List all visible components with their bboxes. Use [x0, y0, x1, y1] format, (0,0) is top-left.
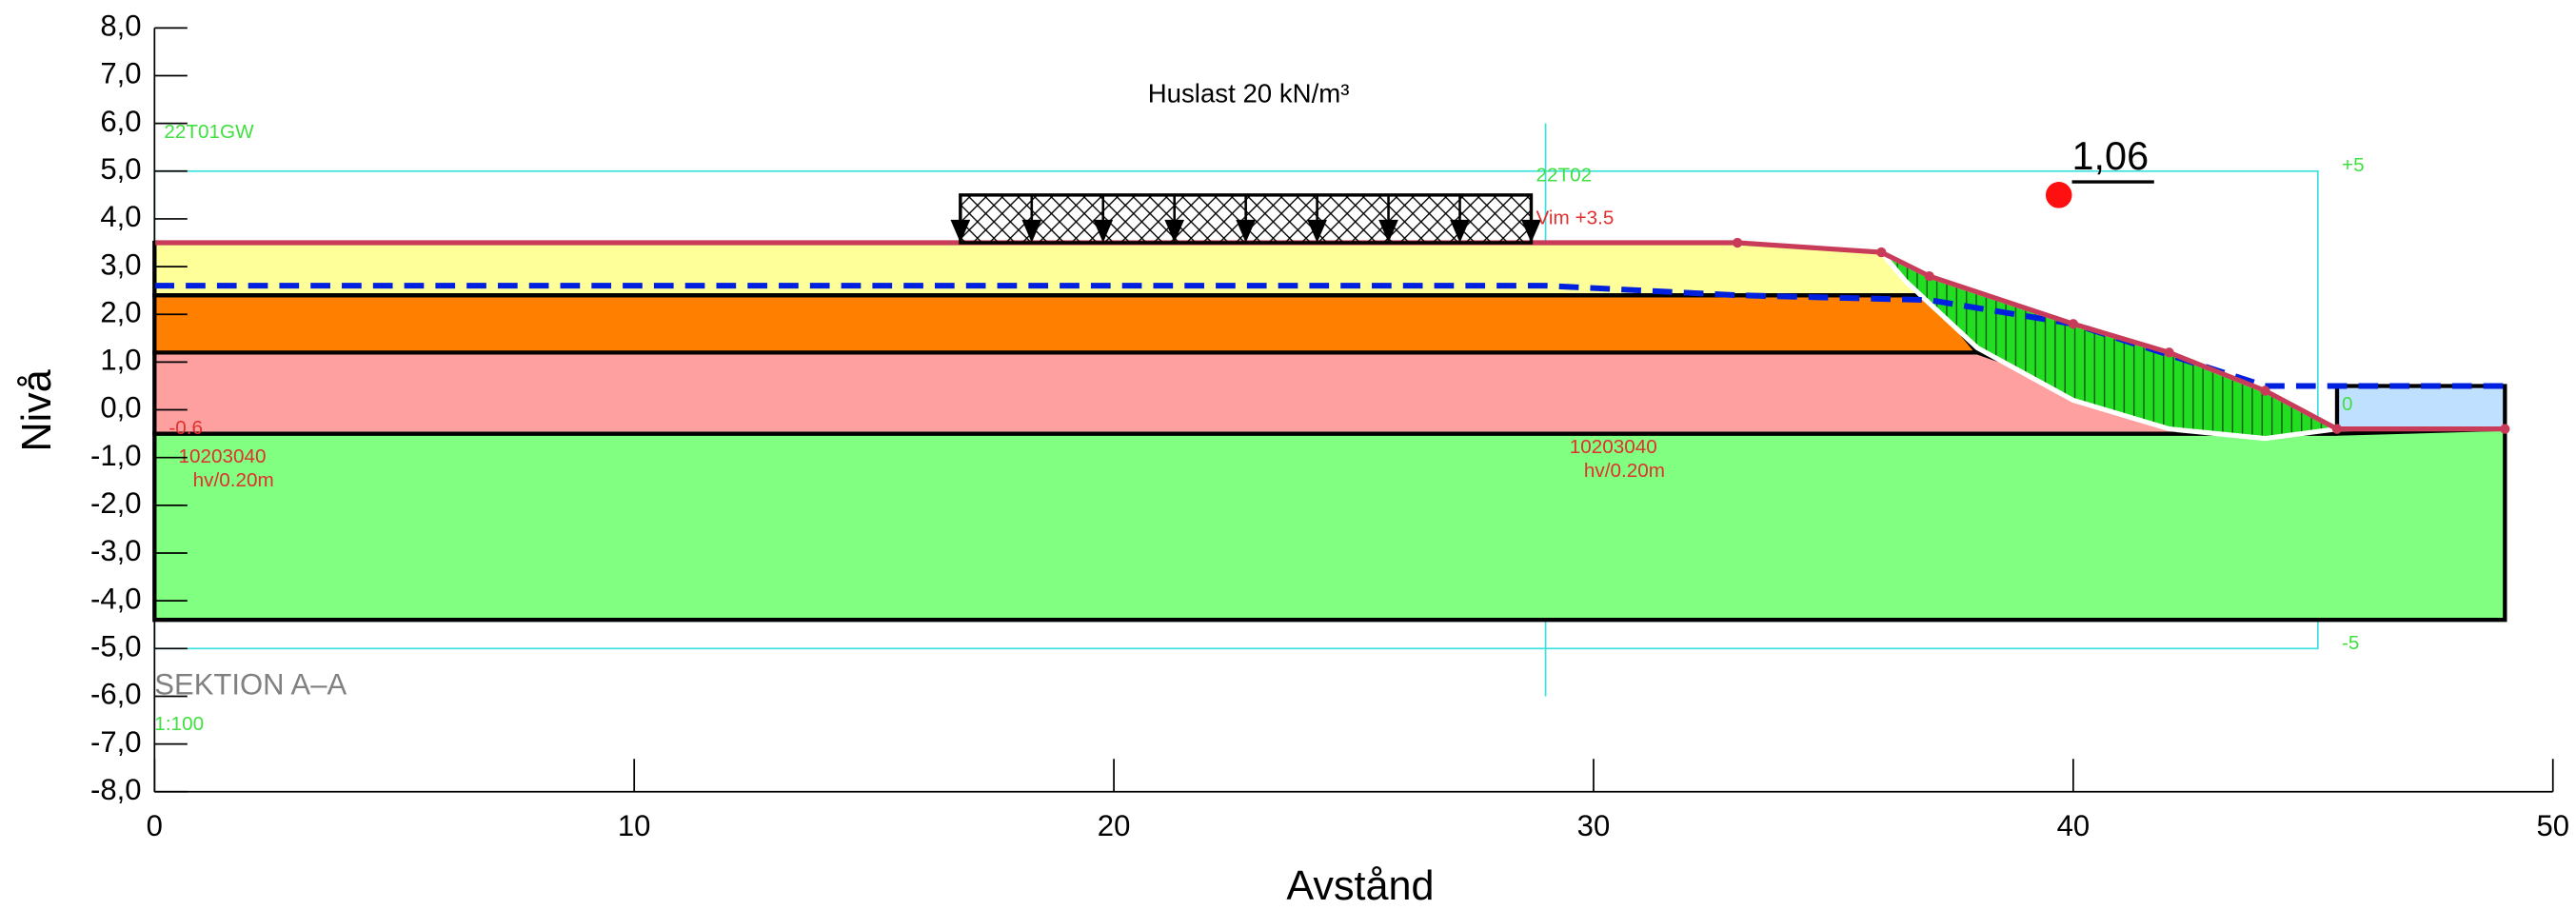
annotation: 10203040: [179, 445, 267, 467]
y-tick-label: -6,0: [90, 678, 141, 711]
x-axis-title: Avstånd: [1286, 863, 1434, 909]
ground-point: [1876, 247, 1886, 257]
y-tick-label: -1,0: [90, 439, 141, 472]
y-tick-label: -5,0: [90, 630, 141, 663]
ground-point: [1733, 238, 1742, 247]
annotation: Vim +3.5: [1536, 207, 1615, 228]
y-tick-label: -3,0: [90, 534, 141, 567]
y-tick-label: -4,0: [90, 582, 141, 615]
x-tick-label: 0: [147, 809, 163, 842]
ground-point: [2500, 424, 2509, 433]
x-tick-label: 50: [2536, 809, 2569, 842]
annotation: hv/0.20m: [193, 469, 274, 491]
y-tick-label: 2,0: [100, 295, 141, 328]
soil-layer: [154, 429, 2505, 621]
safety-factor-label: 1,06: [2072, 134, 2150, 178]
ground-point: [2164, 347, 2173, 357]
y-tick-label: 8,0: [100, 10, 141, 43]
annotation: 22T01GW: [164, 121, 254, 143]
x-tick-label: 30: [1577, 809, 1611, 842]
y-tick-label: 3,0: [100, 247, 141, 281]
ground-point: [1925, 271, 1934, 281]
y-tick-label: -7,0: [90, 725, 141, 759]
annotation: 22T02: [1536, 164, 1593, 186]
x-tick-label: 10: [618, 809, 651, 842]
y-tick-label: 4,0: [100, 200, 141, 233]
y-tick-label: 0,0: [100, 391, 141, 425]
x-tick-label: 20: [1098, 809, 1131, 842]
chart-title: Huslast 20 kN/m³: [1148, 78, 1350, 108]
soil-layer: [154, 295, 1977, 352]
ground-point: [2332, 424, 2342, 433]
annotation: 1:100: [154, 713, 204, 735]
annotation: -0.6: [168, 417, 203, 439]
annotation: 10203040: [1570, 436, 1657, 458]
y-tick-label: 6,0: [100, 105, 141, 138]
page: {"chart_data":{"type":"section","title":…: [0, 0, 2576, 910]
y-tick-label: 1,0: [100, 344, 141, 377]
x-tick-label: 40: [2057, 809, 2091, 842]
annotation: +5: [2342, 154, 2365, 176]
safety-factor-point: [2046, 182, 2072, 208]
ground-point: [2069, 319, 2078, 328]
annotation: hv/0.20m: [1584, 460, 1665, 482]
chart: Huslast 20 kN/m³ Avstånd Nivå 1,06 22T01G…: [0, 0, 2576, 910]
y-tick-label: -2,0: [90, 486, 141, 520]
y-tick-label: -8,0: [90, 773, 141, 806]
y-tick-label: 5,0: [100, 152, 141, 186]
soil-layer: [2337, 386, 2505, 428]
y-axis-title: Nivå: [14, 369, 60, 451]
y-tick-label: 7,0: [100, 57, 141, 90]
annotation: -5: [2342, 632, 2359, 654]
annotation: 0: [2342, 393, 2353, 415]
ground-point: [2260, 386, 2269, 395]
